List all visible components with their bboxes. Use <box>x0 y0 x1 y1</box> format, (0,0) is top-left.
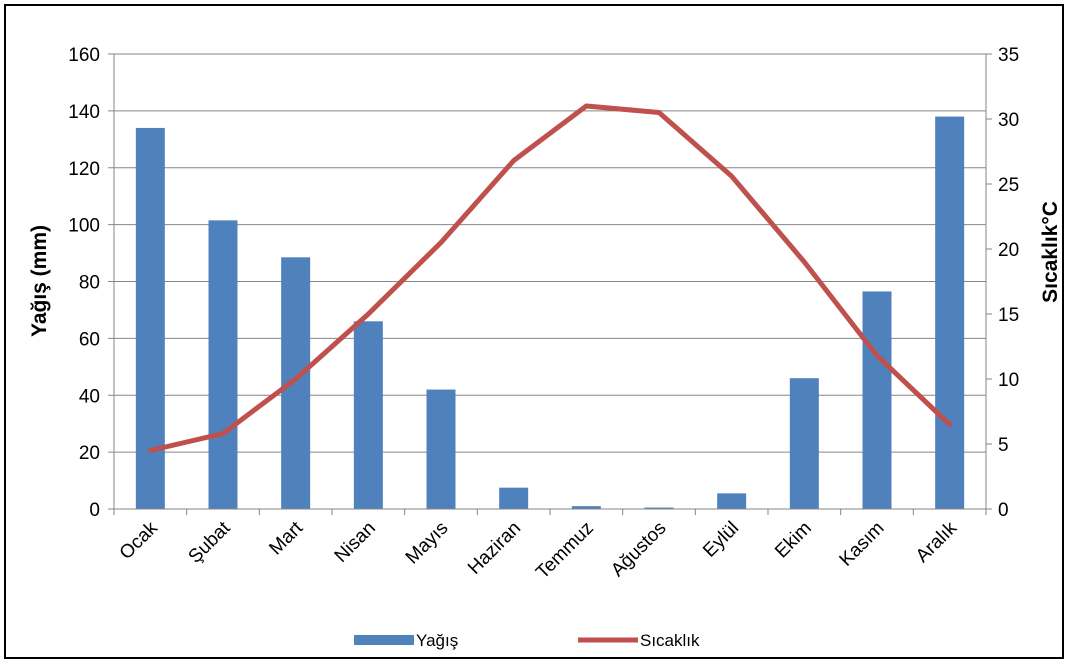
y2-axis-tick-labels: 0 5 10 15 20 25 30 35 <box>998 45 1019 521</box>
bar <box>717 493 747 509</box>
x-tick-label: Nisan <box>331 518 380 567</box>
y-tick-label: 20 <box>79 443 100 464</box>
bar <box>499 487 529 509</box>
y2-tick-label: 5 <box>998 435 1009 456</box>
y-axis-tick-labels: 0 20 40 60 80 100 120 140 160 <box>68 45 100 521</box>
y2-tick-label: 0 <box>998 500 1009 521</box>
x-tick-label: Temmuz <box>532 518 598 584</box>
y2-tick-label: 10 <box>998 370 1019 391</box>
temperature-line <box>147 103 953 453</box>
y2-axis-title: Sıcaklık°C <box>1039 201 1062 303</box>
x-tick-label: Ağustos <box>607 518 670 581</box>
y2-tick-label: 35 <box>998 45 1019 66</box>
bar <box>353 321 383 509</box>
y2-tick-label: 30 <box>998 110 1019 131</box>
y-tick-label: 120 <box>68 159 100 180</box>
x-tick-label: Şubat <box>185 517 235 567</box>
bar <box>571 506 601 509</box>
y-axis-title: Yağış (mm) <box>28 225 51 337</box>
y-tick-label: 40 <box>79 386 100 407</box>
x-tick-label: Mart <box>265 517 307 559</box>
y-tick-label: 160 <box>68 45 100 66</box>
x-axis-tick-labels: Ocak Şubat Mart Nisan Mayıs Haziran Temmuz Ağus… <box>116 517 962 583</box>
y2-tick-label: 25 <box>998 175 1019 196</box>
legend-swatch-yagis <box>354 635 414 645</box>
y-tick-label: 140 <box>68 102 100 123</box>
bar <box>426 389 456 509</box>
line-series-sicaklik <box>147 103 953 453</box>
bar-series-yagis <box>135 116 965 509</box>
bar <box>208 220 238 509</box>
x-tick-label: Haziran <box>464 518 525 579</box>
x-tick-label: Mayıs <box>402 518 453 569</box>
legend-label-sicaklik: Sıcaklık <box>640 631 700 650</box>
y2-tick-label: 20 <box>998 240 1019 261</box>
bar <box>281 257 311 509</box>
bar <box>135 127 165 509</box>
gridlines <box>114 53 986 453</box>
x-tick-label: Ekim <box>771 518 816 563</box>
legend-label-yagis: Yağış <box>416 631 458 650</box>
x-tick-label: Kasım <box>836 518 889 571</box>
y-tick-label: 60 <box>79 329 100 350</box>
y-tick-label: 0 <box>89 500 100 521</box>
axes <box>108 53 992 515</box>
x-tick-label: Eylül <box>699 518 743 562</box>
y-tick-label: 80 <box>79 273 100 294</box>
x-tick-label: Ocak <box>116 517 163 564</box>
legend: Yağış Sıcaklık <box>354 631 700 650</box>
y2-tick-label: 15 <box>998 305 1019 326</box>
y-tick-label: 100 <box>68 216 100 237</box>
bar <box>644 507 674 509</box>
x-tick-label: Aralık <box>912 517 962 567</box>
bar <box>862 291 892 509</box>
bar <box>935 116 965 509</box>
bar <box>789 378 819 509</box>
